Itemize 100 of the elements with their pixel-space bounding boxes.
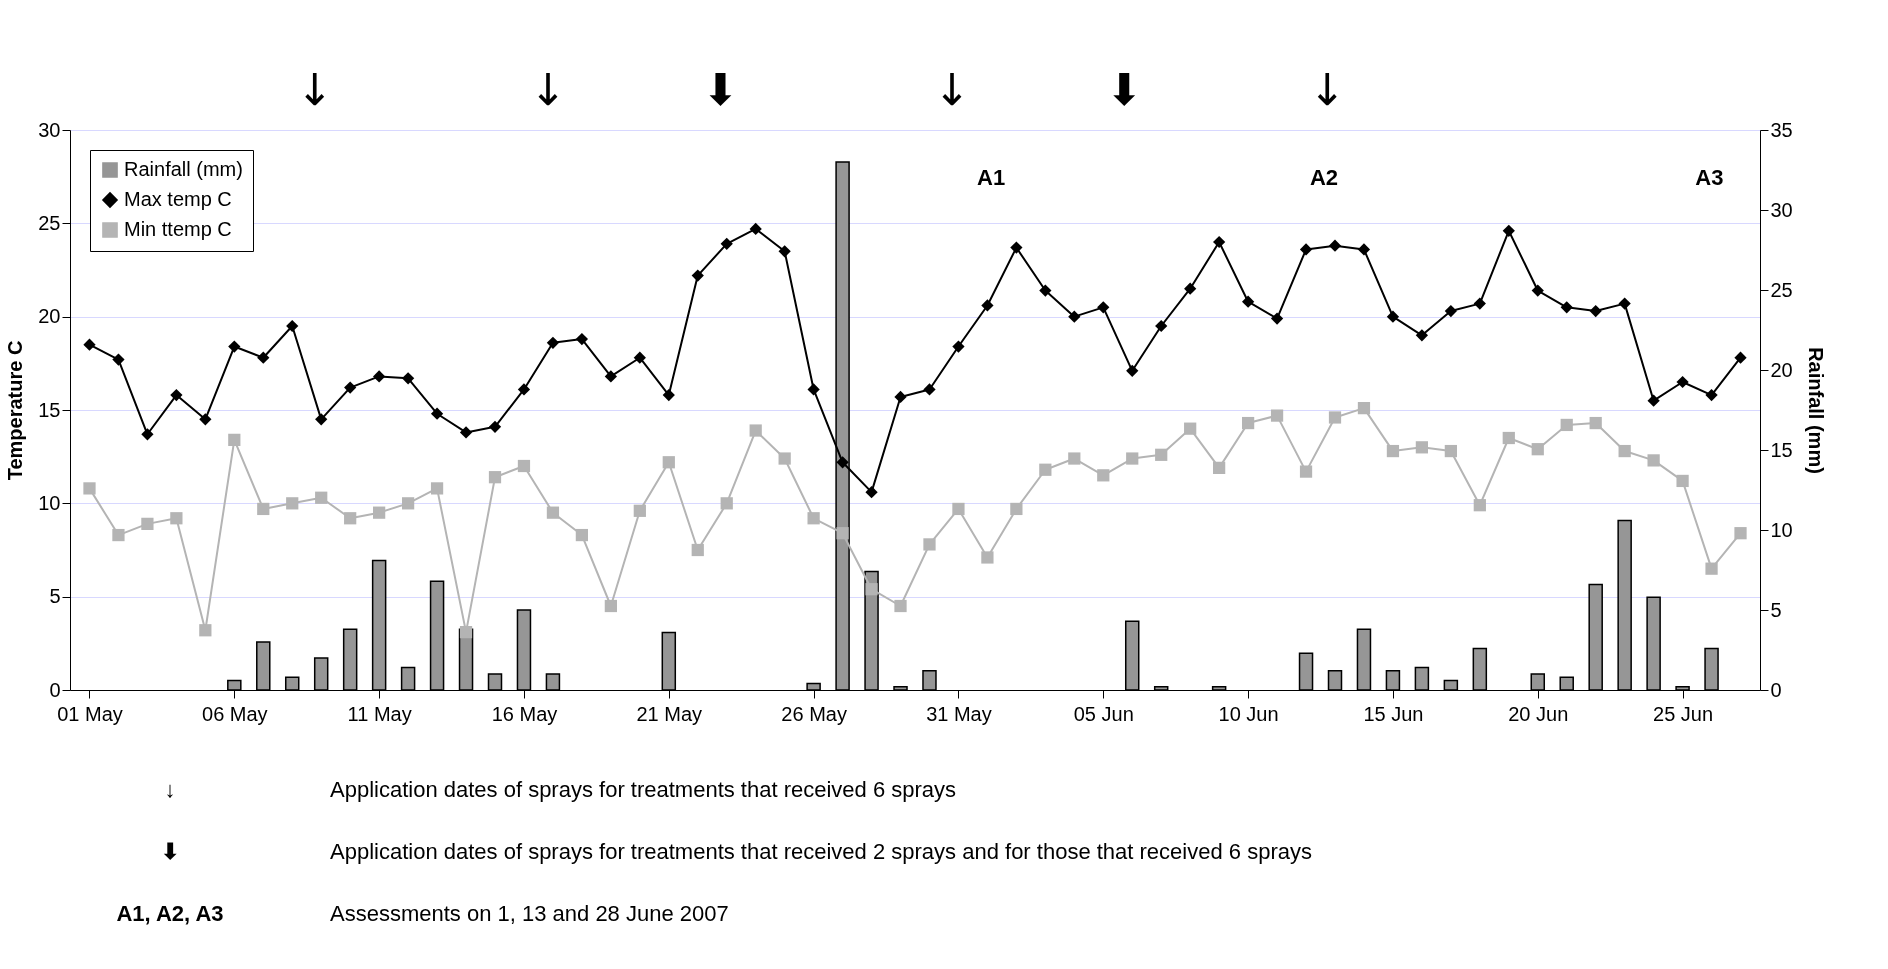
point — [778, 245, 791, 258]
point — [1155, 319, 1168, 333]
point — [1444, 444, 1457, 458]
x-tick-label: 20 Jun — [1508, 702, 1569, 725]
point — [807, 383, 820, 396]
text: ⬇ — [1106, 64, 1143, 115]
point — [1039, 463, 1052, 476]
point — [373, 506, 386, 519]
point — [575, 528, 589, 542]
point — [517, 459, 531, 473]
point — [286, 319, 299, 333]
text: ↓ — [1308, 64, 1346, 115]
point — [1270, 409, 1284, 422]
point — [749, 424, 762, 437]
point — [1328, 411, 1342, 424]
point — [112, 528, 125, 542]
point — [691, 543, 704, 557]
legend-label: Rainfall (mm) — [124, 158, 243, 180]
point — [315, 413, 328, 426]
point — [691, 269, 704, 282]
y2-tick-label: 30 — [1770, 198, 1793, 221]
point — [373, 370, 386, 383]
point — [1560, 418, 1573, 432]
y2-tick-label: 5 — [1770, 598, 1782, 621]
point — [604, 370, 617, 383]
point — [1357, 402, 1371, 415]
point — [1010, 241, 1023, 254]
point — [1473, 499, 1486, 512]
point — [1734, 527, 1747, 540]
point — [604, 599, 617, 613]
point — [1502, 431, 1515, 445]
point — [1097, 301, 1110, 314]
legend-label: Max temp C — [124, 188, 232, 210]
point — [459, 626, 473, 639]
point — [112, 353, 125, 366]
point — [1676, 474, 1689, 488]
y-tick-label: 5 — [49, 585, 61, 608]
point — [662, 456, 675, 469]
y-tick-label: 30 — [38, 118, 61, 141]
point — [807, 512, 820, 525]
point — [546, 336, 560, 349]
point — [1705, 388, 1718, 402]
point — [257, 502, 270, 516]
point — [1589, 416, 1602, 430]
point — [1068, 310, 1081, 323]
point — [517, 383, 531, 396]
x-tick-label: 11 May — [347, 702, 412, 725]
y-tick-label: 20 — [38, 305, 61, 328]
point — [1213, 235, 1226, 249]
point — [981, 551, 994, 564]
point — [1473, 297, 1486, 310]
point — [923, 538, 936, 551]
point — [662, 388, 675, 402]
text: Application dates of sprays for treatments that received 6 sprays — [330, 777, 957, 802]
x-tick-label: 26 May — [781, 702, 847, 725]
point — [83, 482, 96, 495]
point — [1213, 461, 1226, 474]
point — [952, 340, 965, 353]
point — [1734, 351, 1747, 364]
point — [1531, 443, 1544, 456]
point — [1705, 562, 1718, 575]
point — [141, 517, 154, 530]
point — [1386, 444, 1400, 458]
point — [1328, 239, 1342, 252]
text: ⬇ — [702, 64, 740, 115]
point — [1241, 295, 1255, 308]
point — [1184, 422, 1197, 435]
point — [1560, 301, 1573, 314]
point — [1068, 452, 1081, 465]
point — [459, 426, 473, 439]
point — [1589, 304, 1602, 318]
x-tick-label: 31 May — [926, 702, 992, 725]
point — [575, 332, 589, 346]
point — [315, 491, 328, 504]
annotation: A3 — [1695, 165, 1724, 190]
point — [720, 237, 733, 250]
point — [1618, 297, 1631, 310]
point — [1184, 282, 1197, 295]
point — [1415, 329, 1429, 342]
x-tick-label: 05 Jun — [1073, 702, 1134, 725]
point — [257, 351, 270, 364]
y2-tick-label: 10 — [1770, 518, 1793, 541]
point — [1357, 243, 1371, 256]
text: ⬇ — [161, 839, 179, 864]
x-tick-label: 25 Jun — [1653, 702, 1714, 725]
point — [836, 527, 849, 540]
text: Assessments on 1, 13 and 28 June 2007 — [330, 901, 729, 926]
point — [1126, 452, 1139, 465]
point — [1647, 454, 1660, 467]
point — [344, 512, 357, 525]
y-tick-label: 0 — [49, 678, 61, 701]
y2-tick-label: 15 — [1770, 438, 1793, 461]
text: A1, A2, A3 — [116, 901, 224, 926]
point — [170, 388, 183, 402]
point — [488, 420, 502, 433]
y-tick-label: 10 — [38, 491, 61, 514]
point — [1415, 441, 1429, 454]
point — [952, 502, 965, 516]
point — [1270, 312, 1284, 325]
point — [1155, 448, 1168, 461]
